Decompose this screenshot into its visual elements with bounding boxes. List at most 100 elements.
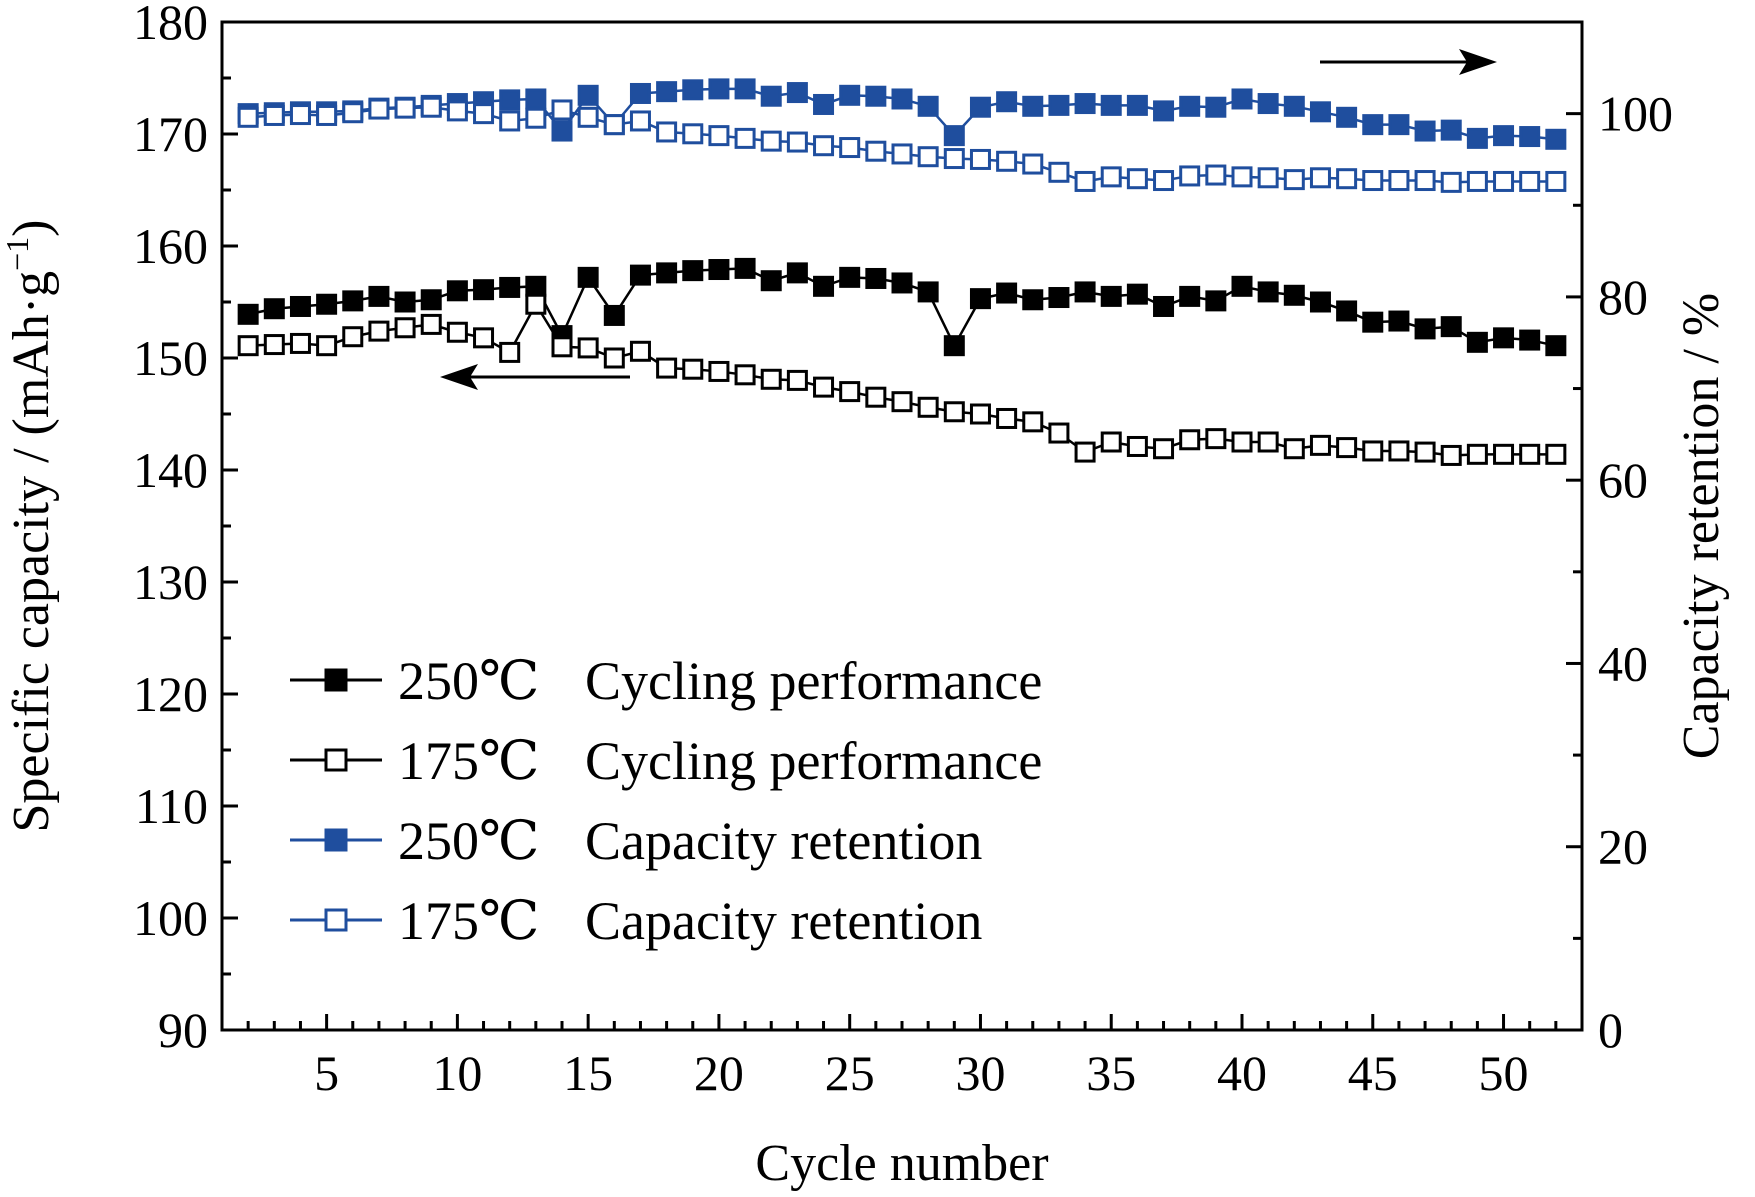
data-point [342, 290, 364, 312]
y-right-tick-label: 20 [1598, 819, 1648, 875]
series-3 [237, 96, 1567, 193]
x-tick-label: 5 [314, 1045, 339, 1101]
data-point [760, 85, 782, 107]
data-point [1440, 171, 1462, 193]
data-point [943, 148, 965, 170]
data-point [839, 266, 861, 288]
data-point [525, 107, 547, 129]
data-point [865, 267, 887, 289]
data-point [1100, 285, 1122, 307]
data-point [1022, 95, 1044, 117]
data-point [551, 120, 573, 142]
data-point [1231, 431, 1253, 453]
x-tick-label: 10 [432, 1045, 482, 1101]
series-layer [237, 78, 1567, 466]
data-point [368, 285, 390, 307]
data-point [446, 321, 468, 343]
data-point [1493, 125, 1515, 147]
data-point [1257, 93, 1279, 115]
legend-marker [324, 908, 348, 932]
data-point [943, 125, 965, 147]
data-point [1336, 168, 1358, 190]
data-point [1466, 443, 1488, 465]
legend: 250℃ Cycling performance 175℃ Cycling perfo… [290, 651, 1042, 951]
data-point [760, 130, 782, 152]
data-point [473, 103, 495, 125]
data-point [525, 88, 547, 110]
data-point [1179, 165, 1201, 187]
data-point [316, 104, 338, 126]
data-point [1466, 331, 1488, 353]
data-point [1388, 310, 1410, 332]
x-tick-label: 20 [694, 1045, 744, 1101]
data-point [1074, 281, 1096, 303]
y-right-tick-label: 100 [1598, 86, 1673, 142]
data-point [1283, 169, 1305, 191]
data-point [394, 97, 416, 119]
data-point [551, 99, 573, 121]
data-point [473, 279, 495, 301]
data-point [1231, 275, 1253, 297]
legend-marker [324, 828, 348, 852]
data-point [708, 360, 730, 382]
data-point [786, 82, 808, 104]
x-tick-label: 50 [1479, 1045, 1529, 1101]
data-point [1388, 440, 1410, 462]
x-axis-title: Cycle number [755, 1135, 1048, 1192]
data-point [1153, 170, 1175, 192]
data-point [1545, 128, 1567, 150]
y-right-tick-label: 40 [1598, 635, 1648, 691]
data-point [786, 131, 808, 153]
y-right-axis-title: Capacity retention / % [1673, 293, 1730, 759]
data-point [1257, 431, 1279, 453]
data-point [734, 78, 756, 100]
data-point [1022, 289, 1044, 311]
data-point [1309, 167, 1331, 189]
data-point [1519, 329, 1541, 351]
data-point [734, 257, 756, 279]
data-point [1126, 168, 1148, 190]
data-point [237, 106, 259, 128]
data-point [1179, 95, 1201, 117]
data-point [1309, 291, 1331, 313]
data-point [499, 276, 521, 298]
y-left-axis-title: Specific capacity / (mAh·g−1) [0, 219, 60, 832]
data-point [1283, 95, 1305, 117]
data-point [839, 84, 861, 106]
y-left-tick-label: 120 [133, 666, 208, 722]
data-point [577, 106, 599, 128]
y-left-tick-label: 140 [133, 442, 208, 498]
x-tick-label: 25 [825, 1045, 875, 1101]
x-tick-label: 40 [1217, 1045, 1267, 1101]
data-point [525, 275, 547, 297]
data-point [1022, 411, 1044, 433]
series-1 [237, 293, 1567, 466]
data-point [629, 110, 651, 132]
data-point [891, 143, 913, 165]
data-point [891, 272, 913, 294]
data-point [1362, 440, 1384, 462]
legend-temp: 250℃ [398, 651, 539, 711]
y-left-tick-label: 90 [158, 1002, 208, 1058]
data-point [629, 340, 651, 362]
data-point [734, 127, 756, 149]
data-point [1231, 166, 1253, 188]
legend-label: Cycling performance [585, 651, 1042, 711]
data-point [1336, 437, 1358, 459]
data-point [1466, 127, 1488, 149]
y-left-tick-label: 110 [135, 778, 208, 834]
data-point [342, 326, 364, 348]
data-point [839, 381, 861, 403]
data-point [1388, 170, 1410, 192]
data-point [1440, 444, 1462, 466]
data-point [865, 85, 887, 107]
data-point [1519, 126, 1541, 148]
data-point [656, 121, 678, 143]
data-point [1022, 153, 1044, 175]
data-point [1100, 94, 1122, 116]
data-point [1440, 119, 1462, 141]
data-point [865, 140, 887, 162]
data-point [682, 358, 704, 380]
data-point [682, 79, 704, 101]
data-point [446, 100, 468, 122]
